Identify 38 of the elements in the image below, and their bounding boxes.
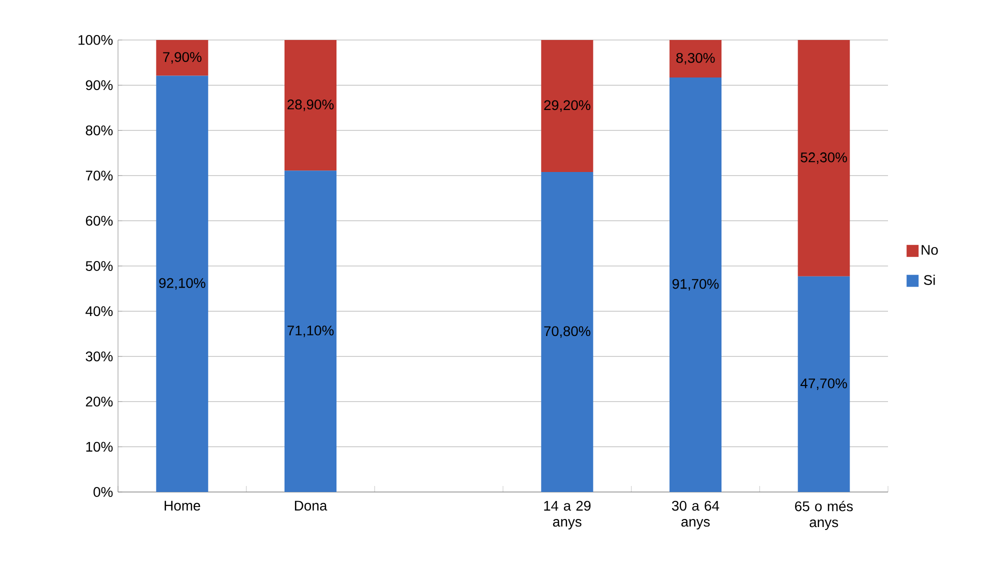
y-tick-label: 70%: [86, 170, 113, 181]
bar: [798, 40, 850, 276]
bar: [670, 78, 722, 492]
bar: [670, 40, 722, 78]
bar: [156, 40, 208, 76]
y-tick-label: 100%: [78, 35, 113, 45]
x-tick-label: 30 a 64 anys: [672, 500, 720, 530]
y-tick-label: 0%: [94, 487, 113, 497]
x-tick-label: Dona: [294, 500, 328, 511]
data-label: 92,10%: [159, 278, 206, 290]
data-label: 28,90%: [288, 100, 334, 112]
x-tick-label: 14 a 29 anys: [544, 500, 591, 530]
y-tick-label: 60%: [86, 216, 113, 226]
data-label: 29,20%: [544, 100, 590, 112]
y-tick-label: 10%: [86, 442, 113, 452]
y-tick-label: 90%: [86, 80, 113, 90]
bar: [541, 40, 594, 172]
y-tick-label: 20%: [86, 396, 113, 407]
y-tick-label: 80%: [86, 125, 113, 136]
x-tick-label: Home: [164, 500, 200, 511]
legend-label: No: [922, 245, 938, 255]
data-label: 8,30%: [676, 52, 715, 65]
y-tick-label: 50%: [86, 261, 113, 271]
y-tick-label: 30%: [86, 351, 113, 362]
bar: [798, 276, 850, 492]
data-label: 7,90%: [163, 52, 202, 64]
bar: [284, 40, 336, 171]
data-label: 70,80%: [544, 326, 590, 338]
legend-label: Si: [924, 274, 935, 285]
data-label: 71,10%: [288, 326, 334, 338]
data-label: 52,30%: [800, 152, 847, 164]
bar: [541, 172, 594, 492]
y-tick-label: 40%: [86, 306, 113, 316]
data-label: 47,70%: [800, 378, 847, 390]
data-label: 91,70%: [672, 278, 719, 291]
x-tick-label: 65 o més anys: [795, 500, 853, 530]
bar: [284, 170, 336, 492]
bar: [156, 76, 208, 492]
